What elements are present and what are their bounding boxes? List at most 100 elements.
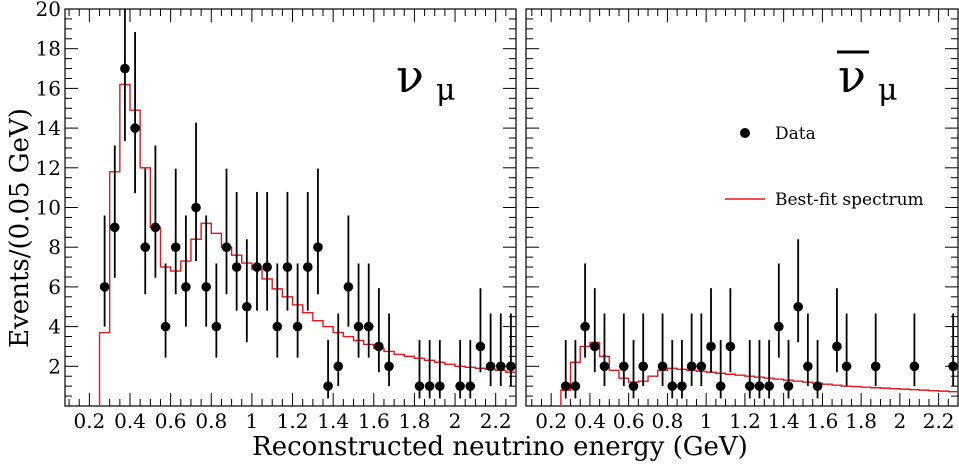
y-tick-label: 12 <box>36 156 61 180</box>
y-tick-label: 16 <box>36 76 61 100</box>
data-point <box>696 361 707 372</box>
data-point <box>812 381 823 391</box>
best-fit-histogram <box>560 341 958 406</box>
x-tick-label: 1.8 <box>845 409 877 433</box>
data-point <box>783 381 794 391</box>
data-point <box>150 222 161 233</box>
x-tick-label: 0.2 <box>535 409 567 433</box>
x-tick-label: 1.2 <box>729 409 761 433</box>
x-tick-label: 2.2 <box>480 409 512 433</box>
data-point <box>424 381 435 391</box>
data-point <box>495 361 506 372</box>
x-tick-label: 0.2 <box>73 409 105 433</box>
y-tick-label: 2 <box>48 354 61 378</box>
x-tick-label: 0.4 <box>114 409 146 433</box>
data-point <box>754 381 765 391</box>
data-point <box>231 262 242 272</box>
data-point <box>832 341 842 352</box>
y-tick-label: 18 <box>36 37 61 61</box>
data-point <box>686 361 697 372</box>
data-point <box>323 381 333 391</box>
plot-frame <box>64 8 517 407</box>
x-tick-label: 2 <box>894 409 907 433</box>
data-point <box>657 361 668 372</box>
data-point <box>793 301 803 312</box>
x-tick-label: 0.6 <box>613 409 645 433</box>
data-point <box>628 381 639 391</box>
data-point <box>302 262 313 272</box>
y-tick-label: 4 <box>48 315 61 339</box>
y-tick-label: 20 <box>36 0 61 21</box>
data-point <box>948 361 958 372</box>
data-point <box>343 282 354 292</box>
x-tick-label: 1.2 <box>277 409 309 433</box>
x-tick-label: 0.8 <box>652 409 684 433</box>
data-point <box>140 242 151 252</box>
data-point <box>130 123 140 133</box>
data-point <box>580 321 590 332</box>
data-point <box>870 361 881 372</box>
data-point <box>619 361 629 372</box>
x-tick-label: 2 <box>449 409 462 433</box>
x-tick-label: 2.2 <box>923 409 955 433</box>
anti-nu-mu-label: ν <box>838 49 866 103</box>
data-point <box>774 321 784 332</box>
data-point <box>909 361 920 372</box>
data-point <box>715 381 726 391</box>
data-point <box>170 242 181 252</box>
data-point <box>252 262 262 272</box>
x-axis-title: Reconstructed neutrino energy (GeV) <box>252 432 748 462</box>
mu-subscript: μ <box>878 73 898 108</box>
data-point <box>667 381 678 391</box>
data-point <box>599 361 610 372</box>
data-point <box>109 222 120 233</box>
x-tick-label: 1.4 <box>317 409 349 433</box>
panel-antinumu: 0.2 0.4 0.6 0.8 1 1.2 1.4 1.6 1.8 2 2.2 ν μ <box>525 8 959 433</box>
data-point <box>353 321 364 332</box>
data-point <box>242 301 252 312</box>
data-point <box>841 361 852 372</box>
x-tick-label: 0.6 <box>155 409 187 433</box>
x-tick-label: 1.6 <box>358 409 390 433</box>
x-tick-label: 1.6 <box>806 409 838 433</box>
data-point <box>764 381 774 391</box>
data-point <box>706 341 716 352</box>
data-point <box>201 282 211 292</box>
data-point <box>589 341 600 352</box>
data-point <box>803 361 813 372</box>
nu-mu-label: ν <box>396 49 424 103</box>
data-point <box>506 361 516 372</box>
data-point <box>181 282 191 292</box>
data-point <box>99 282 110 292</box>
data-point <box>211 321 222 332</box>
data-point <box>677 381 687 391</box>
mu-subscript: μ <box>436 73 456 108</box>
data-point <box>414 381 425 391</box>
legend-data-marker <box>740 128 750 138</box>
data-point <box>374 341 384 352</box>
x-tick-label: 1 <box>700 409 713 433</box>
data-point <box>313 242 323 252</box>
panel-numu: 2 4 6 8 10 12 14 16 18 20 0.2 0.4 0.6 0.8 1 1.2 1.4 1.6 1.… <box>36 0 517 433</box>
x-tick-label: 1.4 <box>768 409 800 433</box>
data-point <box>744 381 755 391</box>
data-point <box>282 262 293 272</box>
data-point <box>262 262 272 272</box>
y-tick-label: 6 <box>48 275 61 299</box>
data-point <box>455 381 465 391</box>
data-point <box>272 321 283 332</box>
data-point <box>120 63 130 74</box>
x-tick-label: 1 <box>246 409 259 433</box>
x-tick-label: 0.8 <box>195 409 227 433</box>
data-point <box>638 361 649 372</box>
legend-label: Data <box>775 124 816 144</box>
x-tick-label: 0.4 <box>574 409 606 433</box>
y-tick-label: 8 <box>48 235 61 259</box>
legend-label: Best-fit spectrum <box>775 190 924 210</box>
data-point <box>221 242 232 252</box>
y-tick-label: 14 <box>36 116 61 140</box>
data-point <box>465 381 476 391</box>
y-tick-label: 10 <box>36 196 61 220</box>
